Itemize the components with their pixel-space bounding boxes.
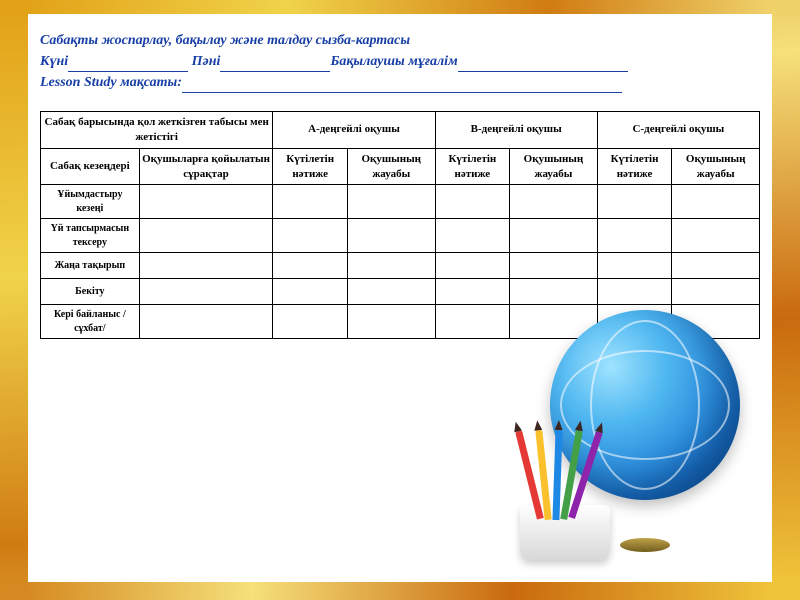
col-expected-a: Күтілетін нәтиже	[273, 148, 348, 185]
cell	[347, 279, 435, 305]
table-row: Ұйымдастыру кезеңі	[41, 185, 760, 219]
globe-stand	[620, 538, 670, 552]
col-answer-a: Оқушының жауабы	[347, 148, 435, 185]
table-row: Үй тапсырмасын тексеру	[41, 219, 760, 253]
cell	[139, 253, 273, 279]
table-row: Жаңа тақырып	[41, 253, 760, 279]
goal-label: Lesson Study мақсаты:	[40, 75, 182, 90]
observer-blank	[458, 58, 628, 72]
col-stage: Сабақ кезеңдері	[41, 148, 140, 185]
pencil-icon	[552, 430, 562, 520]
cell	[273, 305, 348, 339]
cell	[597, 305, 672, 339]
cell	[510, 185, 598, 219]
col-answer-b: Оқушының жауабы	[510, 148, 598, 185]
date-blank	[68, 58, 188, 72]
cell	[597, 279, 672, 305]
date-label: Күні	[40, 54, 68, 69]
pencil-icon	[535, 430, 551, 520]
header-block: Сабақты жоспарлау, бақылау және талдау с…	[40, 30, 760, 93]
meta-line: Күні Пәні Бақылаушы мұғалім	[40, 51, 760, 72]
cell	[597, 185, 672, 219]
goal-line: Lesson Study мақсаты:	[40, 72, 760, 93]
cell	[347, 219, 435, 253]
cell	[347, 253, 435, 279]
goal-blank	[182, 79, 622, 93]
table-header-row-2: Сабақ кезеңдері Оқушыларға қойылатын сұр…	[41, 148, 760, 185]
cell	[672, 185, 760, 219]
cell	[435, 219, 510, 253]
table-row: Бекіту	[41, 279, 760, 305]
cell	[273, 185, 348, 219]
lesson-observation-table: Сабақ барысында қол жеткізген табысы мен…	[40, 111, 760, 339]
cell	[672, 219, 760, 253]
cell	[510, 219, 598, 253]
col-level-c: С-деңгейлі оқушы	[597, 112, 759, 149]
page-content: Сабақты жоспарлау, бақылау және талдау с…	[40, 30, 760, 339]
table-body: Ұйымдастыру кезеңіҮй тапсырмасын тексеру…	[41, 185, 760, 339]
cell	[672, 305, 760, 339]
cell	[347, 305, 435, 339]
cell	[139, 219, 273, 253]
col-success: Сабақ барысында қол жеткізген табысы мен…	[41, 112, 273, 149]
table-header-row-1: Сабақ барысында қол жеткізген табысы мен…	[41, 112, 760, 149]
col-expected-b: Күтілетін нәтиже	[435, 148, 510, 185]
pencil-icon	[560, 430, 583, 520]
col-level-a: А-деңгейлі оқушы	[273, 112, 435, 149]
cell	[435, 279, 510, 305]
pencil-icon	[515, 430, 544, 519]
row-label: Жаңа тақырып	[41, 253, 140, 279]
row-label: Кері байланыс /сұхбат/	[41, 305, 140, 339]
title-line: Сабақты жоспарлау, бақылау және талдау с…	[40, 30, 760, 51]
cell	[510, 253, 598, 279]
row-label: Ұйымдастыру кезеңі	[41, 185, 140, 219]
col-expected-c: Күтілетін нәтиже	[597, 148, 672, 185]
pencil-cup	[520, 505, 610, 560]
table-row: Кері байланыс /сұхбат/	[41, 305, 760, 339]
pencil-icon	[568, 431, 602, 519]
cell	[597, 219, 672, 253]
cell	[435, 185, 510, 219]
row-label: Үй тапсырмасын тексеру	[41, 219, 140, 253]
cell	[597, 253, 672, 279]
cell	[435, 253, 510, 279]
subject-label: Пәні	[192, 54, 221, 69]
cell	[347, 185, 435, 219]
observer-label: Бақылаушы мұғалім	[330, 54, 457, 69]
cell	[672, 253, 760, 279]
cell	[672, 279, 760, 305]
globe-illustration	[520, 310, 740, 570]
cell	[139, 279, 273, 305]
col-questions: Оқушыларға қойылатын сұрақтар	[139, 148, 273, 185]
subject-blank	[220, 58, 330, 72]
cell	[435, 305, 510, 339]
cell	[510, 305, 598, 339]
cell	[273, 219, 348, 253]
cell	[273, 279, 348, 305]
col-level-b: В-деңгейлі оқушы	[435, 112, 597, 149]
col-answer-c: Оқушының жауабы	[672, 148, 760, 185]
cell	[510, 279, 598, 305]
cell	[273, 253, 348, 279]
cell	[139, 185, 273, 219]
cell	[139, 305, 273, 339]
row-label: Бекіту	[41, 279, 140, 305]
